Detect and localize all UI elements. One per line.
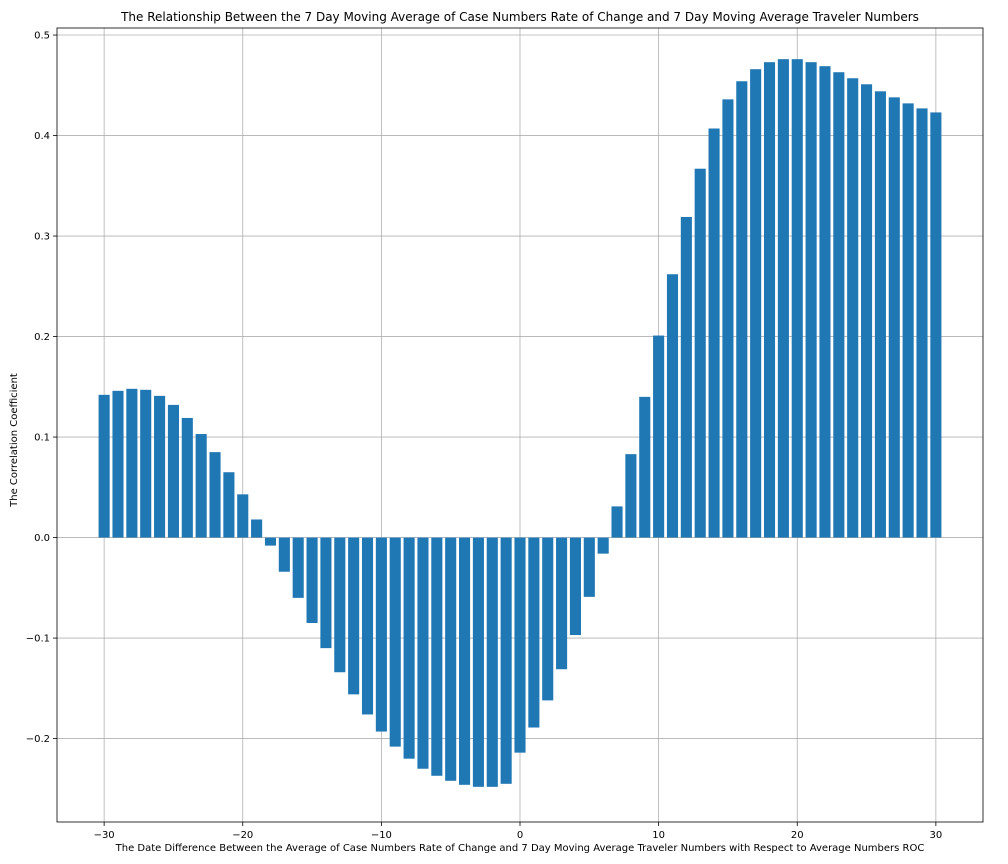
x-tick-label: 20 <box>791 830 804 841</box>
bar <box>805 62 817 538</box>
y-tick-label: 0.1 <box>34 433 50 444</box>
bar <box>154 395 166 538</box>
bar <box>264 537 277 546</box>
x-axis-label: The Date Difference Between the Average … <box>115 843 925 854</box>
bar <box>750 69 762 538</box>
y-tick-label: 0.4 <box>34 131 50 142</box>
x-tick-label: −30 <box>94 830 115 841</box>
bar <box>500 537 512 784</box>
bar <box>389 537 401 747</box>
bar <box>140 389 152 538</box>
bar <box>320 537 332 649</box>
x-axis-ticks: −30 −20 −10 0 10 20 30 <box>94 822 943 841</box>
bar <box>639 396 651 538</box>
y-tick-label: −0.1 <box>26 634 50 645</box>
bar <box>237 494 249 538</box>
bar <box>126 388 138 538</box>
bar <box>583 537 595 597</box>
y-tick-label: 0.2 <box>34 332 50 343</box>
x-tick-label: 10 <box>652 830 665 841</box>
bar <box>361 537 374 715</box>
y-tick-label: 0.5 <box>34 31 50 42</box>
x-tick-label: −20 <box>232 830 253 841</box>
bar <box>930 112 942 538</box>
bar <box>819 66 831 538</box>
bar <box>181 417 193 538</box>
bars-group <box>98 59 942 787</box>
y-tick-label: 0.3 <box>34 232 50 243</box>
bar <box>306 537 318 623</box>
bar <box>514 537 526 753</box>
bar <box>403 537 415 759</box>
bar <box>680 216 692 538</box>
bar <box>653 335 665 538</box>
bar <box>694 168 706 538</box>
bar <box>209 452 221 538</box>
bar <box>902 103 914 538</box>
y-axis-ticks: −0.2 −0.1 0.0 0.1 0.2 0.3 0.4 0.5 <box>26 31 57 745</box>
bar <box>112 390 124 538</box>
y-tick-label: −0.2 <box>26 734 50 745</box>
bar <box>292 537 304 598</box>
bar <box>375 537 387 732</box>
bar <box>847 78 859 538</box>
bar <box>348 537 360 695</box>
x-tick-label: 30 <box>930 830 943 841</box>
bar <box>777 59 789 538</box>
bar <box>417 537 429 769</box>
bar <box>195 434 207 538</box>
bar <box>708 128 720 538</box>
bar <box>888 97 900 538</box>
bar <box>556 537 568 670</box>
x-tick-label: 0 <box>517 830 523 841</box>
bar <box>861 84 873 538</box>
bar <box>791 59 803 538</box>
bar <box>486 537 498 787</box>
bar <box>625 454 637 538</box>
y-axis-label: The Correlation Coefficient <box>9 373 20 508</box>
bar <box>611 506 623 538</box>
bar <box>528 537 540 728</box>
bar <box>666 274 679 538</box>
bar <box>431 537 443 776</box>
bar <box>251 519 263 538</box>
bar <box>278 537 290 572</box>
bar <box>722 99 734 538</box>
bar <box>833 72 845 538</box>
y-tick-label: 0.0 <box>34 533 50 544</box>
bar <box>334 537 346 673</box>
bar <box>542 537 554 701</box>
bar <box>569 537 581 636</box>
bar <box>472 537 484 787</box>
bar <box>874 91 886 538</box>
x-tick-label: −10 <box>371 830 392 841</box>
bar <box>459 537 471 785</box>
bar <box>763 62 776 538</box>
bar <box>736 81 748 538</box>
bar <box>916 108 928 538</box>
bar <box>597 537 609 554</box>
chart-title: The Relationship Between the 7 Day Movin… <box>120 10 919 24</box>
bar <box>445 537 457 781</box>
bar <box>167 404 179 538</box>
bar <box>223 472 235 538</box>
bar <box>98 394 110 538</box>
